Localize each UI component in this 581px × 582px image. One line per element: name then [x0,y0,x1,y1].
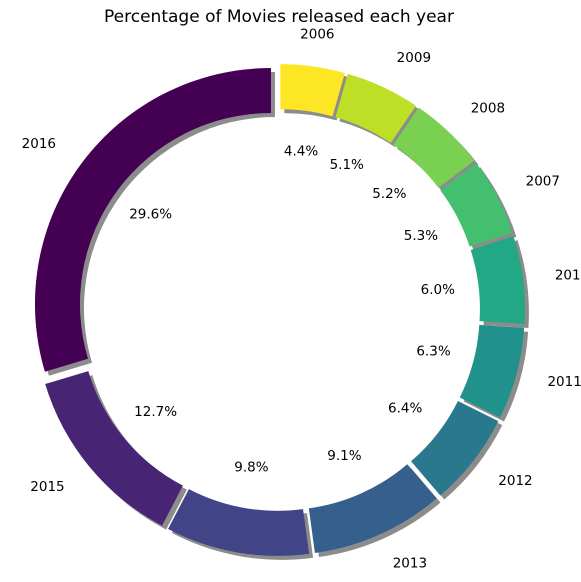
slice-label-2009: 2009 [397,50,431,66]
slice-2013 [308,464,437,553]
slice-2008 [393,107,475,188]
chart-title: Percentage of Movies released each year [104,7,454,27]
slice-pct-2015: 12.7% [134,404,177,420]
slice-label-2015: 2015 [30,479,64,495]
slice-label-2016: 2016 [22,136,56,152]
slice-label-2013: 2013 [393,556,427,572]
slice-2009 [335,73,417,144]
slice-pct-2013: 9.1% [327,448,361,464]
slice-2006 [280,64,345,117]
slice-pct-2009: 5.1% [330,157,364,173]
slice-percentages: 4.4% 5.1% 5.2% 5.3% 6.0% 6.3% 6.4% 9.1% 9.8% 12.7… [129,144,455,476]
slice-2010 [470,236,525,324]
slice-2016 [34,68,271,372]
slice-label-2011: 2011 [547,374,581,390]
slice-2014 [168,489,310,556]
slices [34,64,525,556]
slice-label-2010: 2010 [555,268,581,284]
slice-label-2008: 2008 [471,101,505,117]
slice-pct-2016: 29.6% [129,206,172,222]
slice-pct-2014: 9.8% [234,460,268,476]
slice-pct-2007: 5.3% [404,228,438,244]
slice-2007 [440,163,513,247]
slice-labels: 2006200920082007201020112012201320142015… [22,27,581,582]
slice-pct-2012: 6.4% [388,400,422,416]
slice-pct-2010: 6.0% [421,282,455,298]
slice-label-2007: 2007 [526,174,560,190]
slice-pct-2008: 5.2% [372,186,406,202]
slice-2012 [411,401,499,496]
slice-pct-2006: 4.4% [284,144,318,160]
slice-label-2012: 2012 [498,473,532,489]
slice-2015 [45,371,183,526]
slice-2011 [459,324,525,418]
slice-pct-2011: 6.3% [416,344,450,360]
slice-label-2006: 2006 [300,27,334,43]
